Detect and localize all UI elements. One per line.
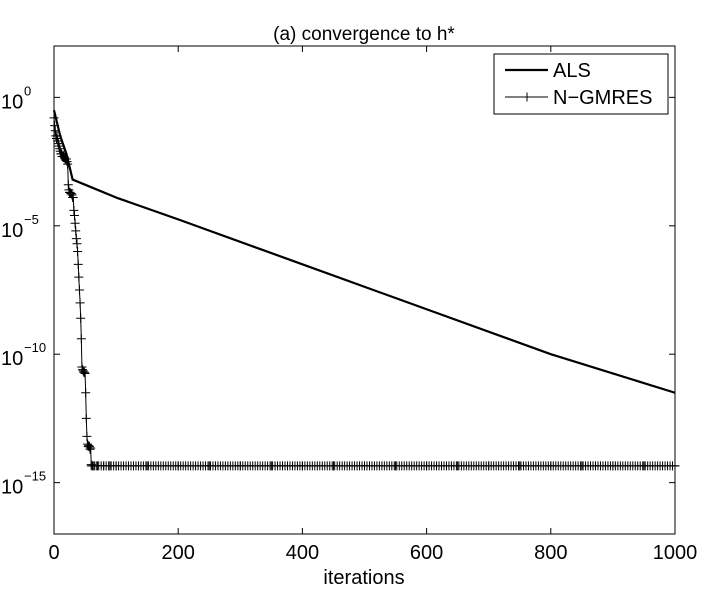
data-point	[75, 298, 85, 308]
data-point	[80, 368, 90, 378]
data-point	[52, 131, 62, 141]
legend-marker-ngmres	[522, 92, 532, 102]
data-point	[69, 211, 79, 221]
data-point	[66, 189, 76, 199]
x-tick-label: 200	[162, 542, 195, 564]
data-point	[68, 193, 78, 203]
data-point	[670, 461, 680, 471]
y-tick-label: 10−15	[1, 469, 46, 499]
data-point	[72, 239, 82, 249]
y-tick-exponent: 0	[24, 83, 31, 98]
data-point	[50, 126, 60, 136]
y-tick-label: 10−5	[1, 212, 39, 242]
y-tick-base: 10	[1, 348, 23, 370]
data-point	[86, 443, 96, 453]
data-point	[85, 444, 95, 454]
data-point	[50, 121, 60, 131]
x-axis-label: iterations	[323, 567, 404, 589]
data-point	[71, 226, 81, 236]
x-tick-label: 600	[410, 542, 443, 564]
series-layer	[49, 109, 680, 471]
plot-area	[53, 45, 676, 535]
series-markers-ngmres	[49, 113, 680, 471]
y-tick-exponent: −15	[24, 469, 46, 484]
y-tick-base: 10	[1, 477, 23, 499]
x-tick-label: 0	[48, 542, 59, 564]
legend-label-ngmres: N−GMRES	[553, 87, 652, 109]
data-point	[63, 180, 73, 190]
data-point	[60, 153, 70, 163]
series-ngmres	[49, 113, 680, 471]
x-tick-label: 1000	[653, 542, 698, 564]
data-point	[73, 246, 83, 256]
data-point	[74, 285, 84, 295]
data-point	[76, 313, 86, 323]
plot-frame	[53, 45, 676, 535]
x-tick-label: 400	[286, 542, 319, 564]
data-point	[63, 159, 73, 169]
data-point	[70, 218, 80, 228]
data-point	[82, 431, 92, 441]
data-point	[81, 388, 91, 398]
y-tick-base: 10	[1, 220, 23, 242]
legend-box	[493, 53, 669, 115]
y-tick-exponent: −10	[24, 340, 46, 355]
y-tick-base: 10	[1, 91, 23, 113]
data-point	[81, 413, 91, 423]
legend-label-als: ALS	[553, 60, 591, 82]
series-line-als	[52, 109, 676, 394]
legend: ALS N−GMRES	[493, 53, 669, 115]
data-point	[71, 234, 81, 244]
data-point	[74, 272, 84, 282]
data-point	[73, 259, 83, 269]
series-als	[52, 109, 676, 394]
y-tick-label: 100	[1, 83, 31, 113]
data-point	[76, 334, 86, 344]
x-ticks: 0 200 400 600 800 1000	[48, 46, 697, 564]
y-tick-exponent: −5	[24, 212, 39, 227]
data-point	[69, 205, 79, 215]
chart-title: (a) convergence to h*	[273, 24, 455, 45]
data-point	[79, 367, 89, 377]
y-tick-label: 10−10	[1, 340, 46, 370]
x-tick-label: 800	[534, 542, 567, 564]
data-point	[49, 113, 59, 123]
